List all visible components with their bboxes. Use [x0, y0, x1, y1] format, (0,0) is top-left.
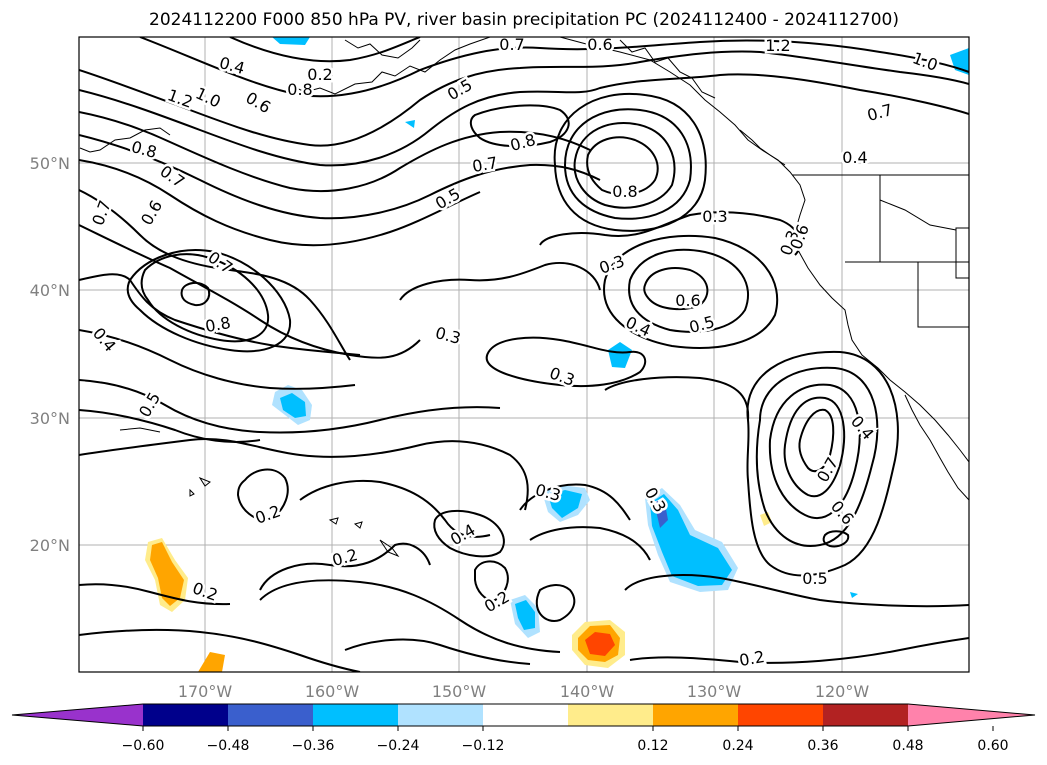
lon-label: 120°W: [815, 682, 870, 701]
lon-label: 150°W: [432, 682, 487, 701]
longitude-labels: 170°W 160°W 150°W 140°W 130°W 120°W: [178, 682, 870, 701]
contour-label: 0.6: [587, 35, 612, 54]
lon-label: 140°W: [560, 682, 615, 701]
lon-label: 170°W: [178, 682, 233, 701]
colorbar-segment: [823, 704, 908, 726]
precipitation-fills: [145, 37, 969, 672]
colorbar-segment: [568, 704, 653, 726]
contour-label: 0.6: [675, 291, 700, 310]
map-frame: [78, 36, 970, 673]
lat-label: 30°N: [30, 409, 70, 428]
contour-label: 0.4: [842, 148, 867, 167]
pv-contours: [79, 37, 969, 672]
colorbar-segment: [313, 704, 398, 726]
map-title: 2024112200 F000 850 hPa PV, river basin …: [149, 10, 899, 30]
lat-label: 50°N: [30, 154, 70, 173]
lat-label: 20°N: [30, 536, 70, 555]
colorbar-tick-label: −0.48: [207, 738, 250, 754]
map-area: [79, 37, 969, 672]
colorbar-segment: [483, 704, 568, 726]
contour-label: 0.5: [802, 569, 827, 588]
contour-label: 0.8: [204, 313, 232, 336]
contour-label: 0.8: [287, 80, 312, 99]
colorbar-tick-label: −0.60: [122, 738, 165, 754]
contour-label: 0.7: [499, 35, 524, 54]
lat-label: 40°N: [30, 281, 70, 300]
colorbar-tick-label: 0.36: [807, 738, 838, 754]
colorbar: −0.60 −0.48 −0.36 −0.24 −0.12 0.12 0.24 0.36 0.4…: [11, 703, 1036, 754]
contour-label: 0.8: [612, 182, 637, 201]
colorbar-tick-label: −0.36: [292, 738, 335, 754]
coastlines: [79, 37, 969, 558]
colorbar-tick-label: −0.12: [462, 738, 505, 754]
contour-label: 1.2: [765, 36, 790, 55]
contour-label: 0.2: [307, 65, 332, 84]
colorbar-segment: [653, 704, 738, 726]
lon-label: 130°W: [687, 682, 742, 701]
colorbar-segment: [228, 704, 313, 726]
colorbar-extend-right: [908, 704, 1035, 726]
latitude-labels: 50°N 40°N 30°N 20°N: [30, 154, 70, 555]
colorbar-segment: [398, 704, 483, 726]
contour-label: 0.3: [702, 207, 727, 226]
colorbar-tick-label: 0.60: [977, 738, 1008, 754]
colorbar-segment: [143, 704, 228, 726]
colorbar-tick-label: 0.48: [892, 738, 923, 754]
colorbar-tick-label: −0.24: [377, 738, 420, 754]
colorbar-tick-label: 0.24: [722, 738, 753, 754]
colorbar-tick-label: 0.12: [637, 738, 668, 754]
colorbar-segment: [738, 704, 823, 726]
colorbar-extend-left: [12, 704, 143, 726]
lon-label: 160°W: [305, 682, 360, 701]
